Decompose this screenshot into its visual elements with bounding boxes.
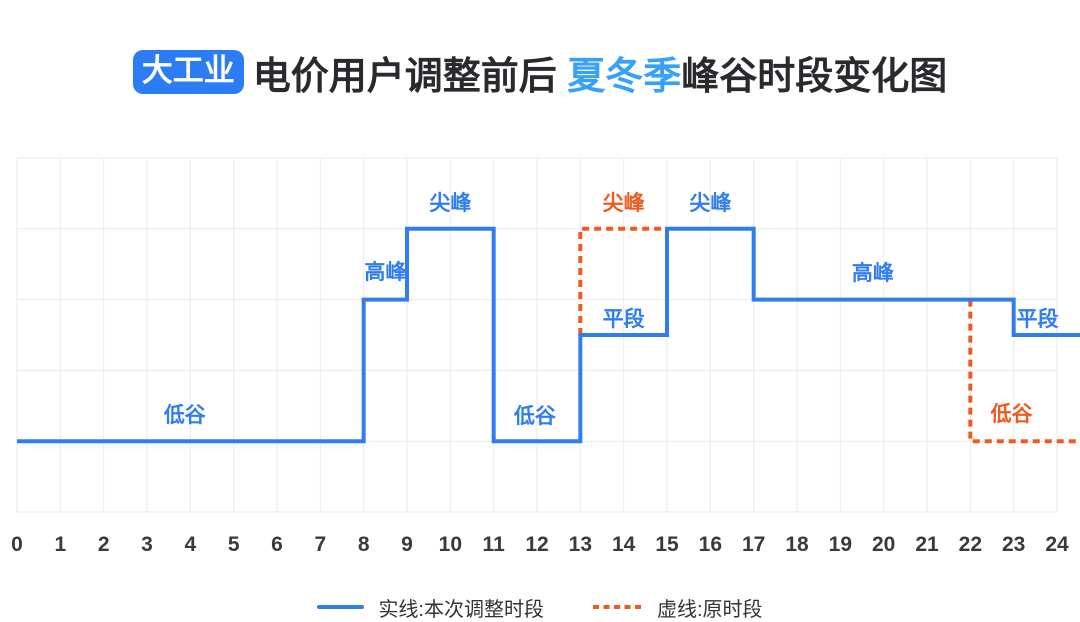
solid-line-swatch [317, 605, 365, 609]
period-label-solid: 平段 [602, 308, 645, 331]
x-tick-label: 10 [438, 533, 463, 556]
x-tick-label: 21 [915, 533, 939, 556]
x-tick-label: 3 [141, 533, 153, 556]
page-title: 大工业 电价用户调整前后 夏冬季峰谷时段变化图 [0, 46, 1080, 98]
period-label-solid: 低谷 [163, 404, 206, 428]
legend: 实线:本次调整时段 虚线:原时段 [0, 593, 1080, 622]
x-tick-label: 19 [828, 533, 853, 556]
x-tick-label: 20 [871, 533, 896, 556]
x-tick-label: 23 [1001, 533, 1026, 556]
period-label-solid: 平段 [1016, 308, 1059, 331]
period-label-solid: 低谷 [513, 405, 556, 429]
x-tick-label: 14 [611, 533, 636, 556]
period-label-dashed: 低谷 [990, 403, 1033, 427]
period-label-solid: 高峰 [364, 260, 407, 284]
x-tick-label: 15 [655, 533, 679, 556]
x-tick-label: 7 [314, 533, 327, 556]
user-category-badge: 大工业 [132, 49, 244, 95]
x-tick-label: 22 [958, 533, 983, 556]
legend-label-adjusted: 实线:本次调整时段 [378, 598, 544, 621]
title-text: 电价用户调整前后 夏冬季峰谷时段变化图 [253, 45, 948, 100]
x-tick-label: 12 [525, 533, 549, 556]
legend-item-original[interactable]: 虚线:原时段 [593, 593, 763, 622]
x-tick-label: 2 [97, 533, 110, 556]
x-tick-label: 16 [698, 533, 723, 556]
x-tick-label: 1 [54, 533, 67, 556]
title-prefix: 电价用户调整前后 [252, 55, 568, 98]
period-label-solid: 高峰 [851, 261, 894, 285]
grid [16, 157, 1058, 513]
x-tick-label: 9 [401, 533, 413, 556]
legend-label-original: 虚线:原时段 [657, 598, 763, 621]
x-tick-label: 11 [482, 533, 505, 556]
x-tick-label: 13 [568, 533, 593, 556]
title-suffix: 峰谷时段变化图 [681, 55, 948, 98]
solid-series-line [17, 226, 1080, 444]
x-tick-label: 8 [357, 533, 370, 556]
legend-item-adjusted[interactable]: 实线:本次调整时段 [317, 593, 544, 622]
period-label-solid: 尖峰 [689, 191, 732, 215]
dashed-line-swatch [593, 605, 643, 609]
x-tick-label: 6 [271, 533, 283, 556]
x-tick-label: 18 [785, 533, 809, 556]
x-tick-label: 17 [741, 533, 766, 556]
x-tick-label: 4 [184, 533, 197, 556]
period-label-solid: 尖峰 [429, 191, 472, 215]
period-label-dashed: 尖峰 [602, 191, 645, 215]
title-highlight: 夏冬季 [567, 55, 682, 98]
x-tick-label: 5 [227, 533, 240, 556]
x-tick-label: 24 [1045, 533, 1069, 556]
x-tick-label: 0 [11, 533, 23, 556]
